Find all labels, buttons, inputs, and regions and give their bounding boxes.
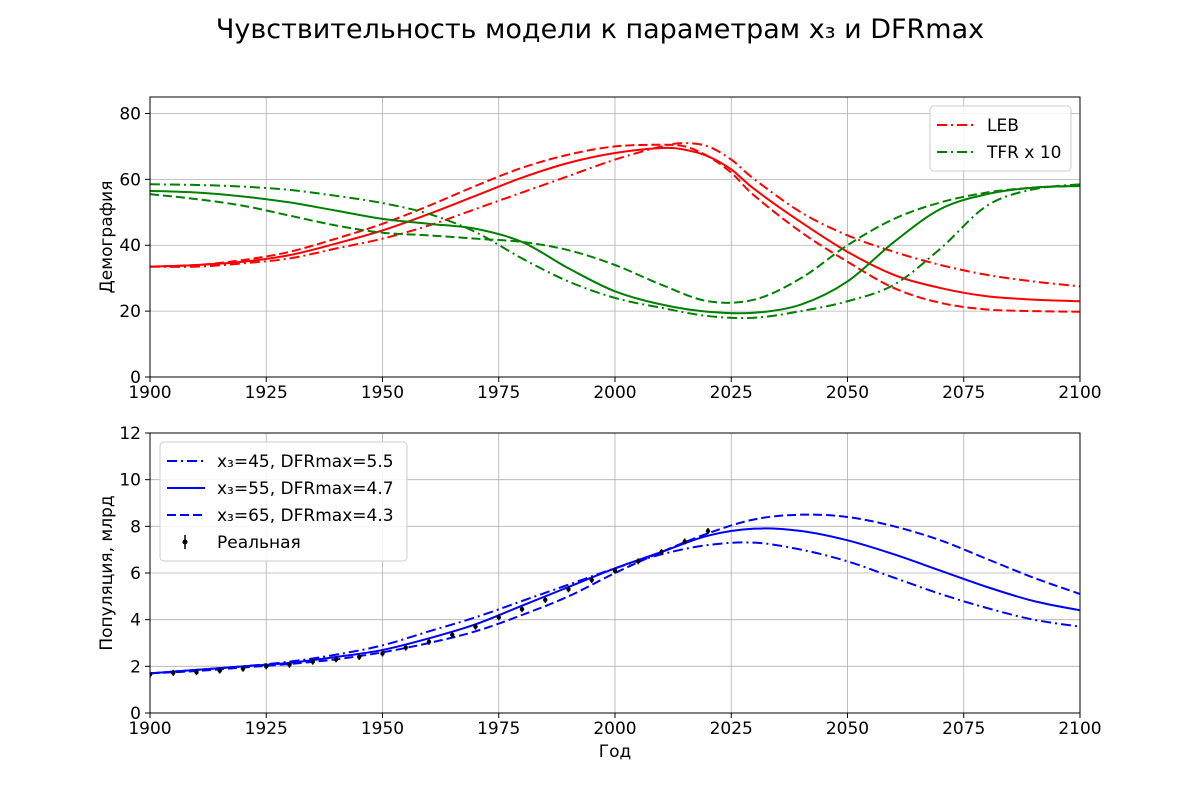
x-tick-label: 2000 xyxy=(593,383,636,403)
x-tick-label: 1900 xyxy=(128,383,171,403)
y-tick-label: 4 xyxy=(130,611,141,631)
y-tick-label: 12 xyxy=(119,424,141,444)
tfr-line-4 xyxy=(150,184,1080,315)
x-tick-label: 2050 xyxy=(826,719,869,739)
x-tick-label: 2100 xyxy=(1058,719,1101,739)
x-tick-label: 2100 xyxy=(1058,383,1101,403)
x-tick-label: 1900 xyxy=(128,719,171,739)
y-axis-label: Демография xyxy=(97,181,117,294)
y-tick-label: 20 xyxy=(119,302,141,322)
y-tick-label: 8 xyxy=(130,517,141,537)
legend: x₃=45, DFRmax=5.5 x₃=55, DFRmax=4.7 x₃=65,… xyxy=(159,441,408,562)
real-data-point xyxy=(171,670,176,676)
legend-label: Реальная xyxy=(217,533,301,553)
y-tick-label: 40 xyxy=(119,236,141,256)
legend-box xyxy=(929,105,1072,172)
population-chart: 1900 1925 1950 1975 2000 2025 2050 2075 2100 0 2 4 6… xyxy=(97,424,1102,762)
y-tick-label: 2 xyxy=(130,657,141,677)
legend-label: x₃=65, DFRmax=4.3 xyxy=(217,506,394,526)
real-data-point xyxy=(403,645,408,650)
legend-label: LEB xyxy=(987,116,1019,136)
real-data-point xyxy=(473,624,478,629)
real-data-point xyxy=(566,587,571,592)
legend-box xyxy=(159,441,408,562)
real-data-point xyxy=(287,662,292,667)
y-tick-label: 10 xyxy=(119,471,141,491)
legend-label: TFR x 10 xyxy=(986,143,1061,163)
x-tick-label: 2025 xyxy=(710,719,753,739)
real-data-point xyxy=(682,539,687,544)
real-data-point xyxy=(357,654,362,660)
x-tick-label: 2050 xyxy=(826,383,869,403)
y-tick-label: 60 xyxy=(119,170,141,190)
real-data-point xyxy=(636,559,641,564)
leb-line-1 xyxy=(150,146,1080,303)
x-tick-label: 2075 xyxy=(942,383,985,403)
real-data-point xyxy=(496,615,501,620)
real-data-point xyxy=(519,606,525,612)
x-tick-label: 1975 xyxy=(477,719,520,739)
legend-label: x₃=45, DFRmax=5.5 xyxy=(217,452,394,472)
real-data-point xyxy=(264,664,269,669)
tfr-line-3 xyxy=(150,183,1080,320)
x-tick-label: 1950 xyxy=(361,383,404,403)
real-data-point xyxy=(150,672,153,677)
real-data-point xyxy=(194,669,199,675)
series-group xyxy=(150,513,1080,678)
y-tick-label: 80 xyxy=(119,104,141,124)
series-group xyxy=(150,142,1080,320)
real-data-point xyxy=(217,668,222,673)
x-tick-label: 2025 xyxy=(710,383,753,403)
real-data-point xyxy=(612,568,618,573)
real-data-point xyxy=(705,528,711,534)
x-axis-label: Год xyxy=(599,742,632,762)
legend-label: x₃=55, DFRmax=4.7 xyxy=(217,479,394,499)
y-tick-label: 0 xyxy=(130,704,141,724)
tfr-line-5 xyxy=(150,184,1080,304)
x-tick-label: 1950 xyxy=(361,719,404,739)
leb-line-2 xyxy=(150,143,1080,313)
real-data-point xyxy=(450,632,455,638)
x-tick-label: 1925 xyxy=(245,719,288,739)
legend: LEB TFR x 10 xyxy=(929,105,1072,172)
x-tick-label: 2075 xyxy=(942,719,985,739)
x-tick-label: 2000 xyxy=(593,719,636,739)
figure-title: Чувствительность модели к параметрам x₃ … xyxy=(216,14,984,45)
demography-chart: 1900 1925 1950 1975 2000 2025 2050 2075 2100 0 20 4… xyxy=(97,96,1102,403)
y-tick-label: 6 xyxy=(130,564,141,584)
legend-marker-icon xyxy=(182,539,188,545)
population-line-0 xyxy=(150,541,1080,675)
real-data-point xyxy=(310,659,315,664)
real-data-point xyxy=(240,666,246,671)
real-data-point xyxy=(426,639,432,645)
x-tick-label: 1925 xyxy=(245,383,288,403)
y-tick-label: 0 xyxy=(130,368,141,388)
real-data-point xyxy=(380,651,385,656)
real-data-point xyxy=(589,577,594,583)
y-axis-label: Популяция, млрд xyxy=(97,495,117,650)
x-tick-label: 1975 xyxy=(477,383,520,403)
real-data-point xyxy=(659,549,664,555)
real-data-point xyxy=(543,597,548,603)
leb-line-0 xyxy=(150,142,1080,288)
real-data-point xyxy=(333,657,339,662)
